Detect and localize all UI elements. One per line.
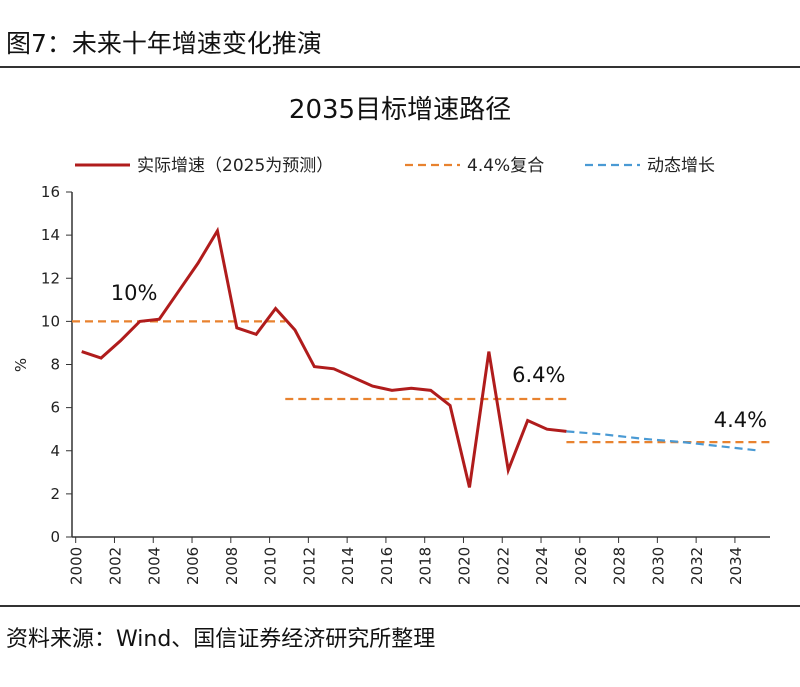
x-tick-label: 2026	[572, 547, 590, 585]
x-tick-label: 2010	[262, 547, 280, 585]
x-tick-label: 2028	[611, 547, 629, 585]
x-tick-label: 2022	[494, 547, 512, 585]
x-tick-label: 2008	[223, 547, 241, 585]
data-annotation: 6.4%	[512, 363, 565, 387]
x-tick-label: 2014	[339, 547, 357, 585]
x-tick-label: 2024	[533, 547, 551, 585]
x-tick-label: 2006	[184, 547, 202, 585]
series-line-0	[81, 226, 567, 488]
x-tick-label: 2034	[727, 547, 745, 585]
y-tick-label: 12	[41, 269, 60, 287]
chart-marks: 10% 6.4% 4.4%	[72, 226, 770, 488]
data-annotation: 10%	[111, 281, 158, 305]
x-tick-label: 2000	[68, 547, 86, 585]
legend-label: 4.4%复合	[467, 156, 544, 176]
y-axis-label: %	[12, 358, 30, 372]
y-tick-label: 8	[50, 356, 60, 374]
y-tick-label: 6	[50, 399, 60, 417]
x-tick-label: 2002	[106, 547, 124, 585]
figure-title: 图7：未来十年增速变化推演	[6, 29, 322, 58]
legend: 实际增速（2025为预测） 4.4%复合 动态增长	[75, 156, 715, 176]
y-tick-label: 16	[41, 183, 60, 201]
x-tick-label: 2018	[417, 547, 435, 585]
legend-label: 动态增长	[647, 156, 715, 176]
x-tick-label: 2012	[300, 547, 318, 585]
top-divider	[0, 66, 800, 68]
legend-label: 实际增速（2025为预测）	[137, 156, 333, 176]
data-annotation: 4.4%	[714, 408, 767, 432]
source-note: 资料来源：Wind、国信证券经济研究所整理	[6, 627, 436, 652]
x-tick-label: 2032	[688, 547, 706, 585]
y-tick-label: 10	[41, 312, 60, 330]
axes: 0 2 4 6 8 10 12 14 16 2000 2002 2004 2006 2008 2010 201…	[41, 183, 770, 585]
y-tick-label: 2	[50, 485, 60, 503]
x-tick-label: 2020	[455, 547, 473, 585]
series-line-2	[566, 430, 761, 452]
x-tick-label: 2016	[378, 547, 396, 585]
y-tick-label: 0	[50, 528, 60, 546]
bottom-divider	[0, 605, 800, 607]
y-tick-label: 14	[41, 226, 60, 244]
x-tick-label: 2004	[145, 547, 163, 585]
x-tick-label: 2030	[649, 547, 667, 585]
y-tick-label: 4	[50, 442, 60, 460]
chart-title: 2035目标增速路径	[289, 95, 511, 125]
